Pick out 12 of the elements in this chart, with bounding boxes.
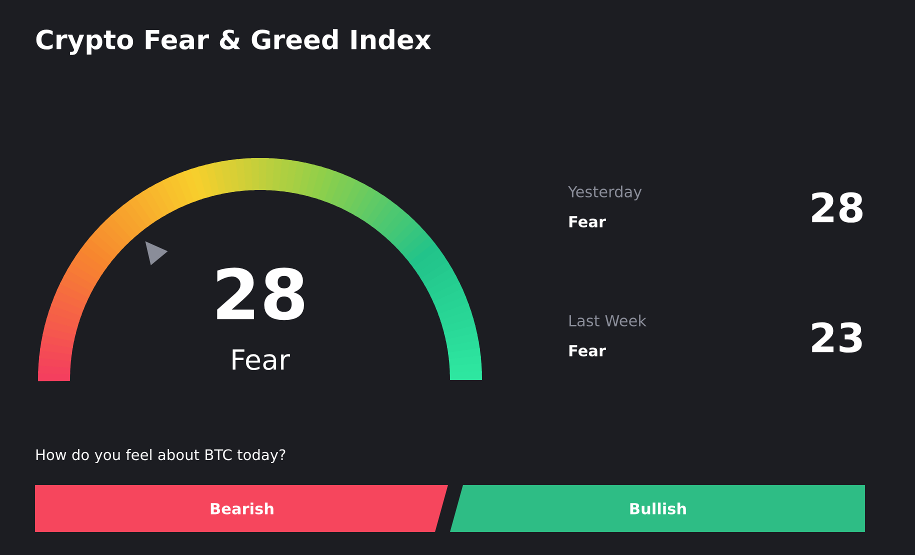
text: Fear [569, 345, 606, 356]
text: Bearish [210, 502, 274, 514]
text: Yesterday [568, 186, 642, 200]
text: 23 [812, 322, 862, 353]
text: Fear [232, 349, 290, 370]
text: Bullish [630, 502, 686, 514]
text: 28 [812, 192, 862, 223]
text: Fear [569, 216, 606, 228]
text: How do you feel about BTC today? [36, 448, 286, 464]
data-label: 28 [217, 268, 304, 320]
text: Last Week [570, 314, 646, 326]
text: Crypto Fear & Greed Index [36, 29, 432, 55]
